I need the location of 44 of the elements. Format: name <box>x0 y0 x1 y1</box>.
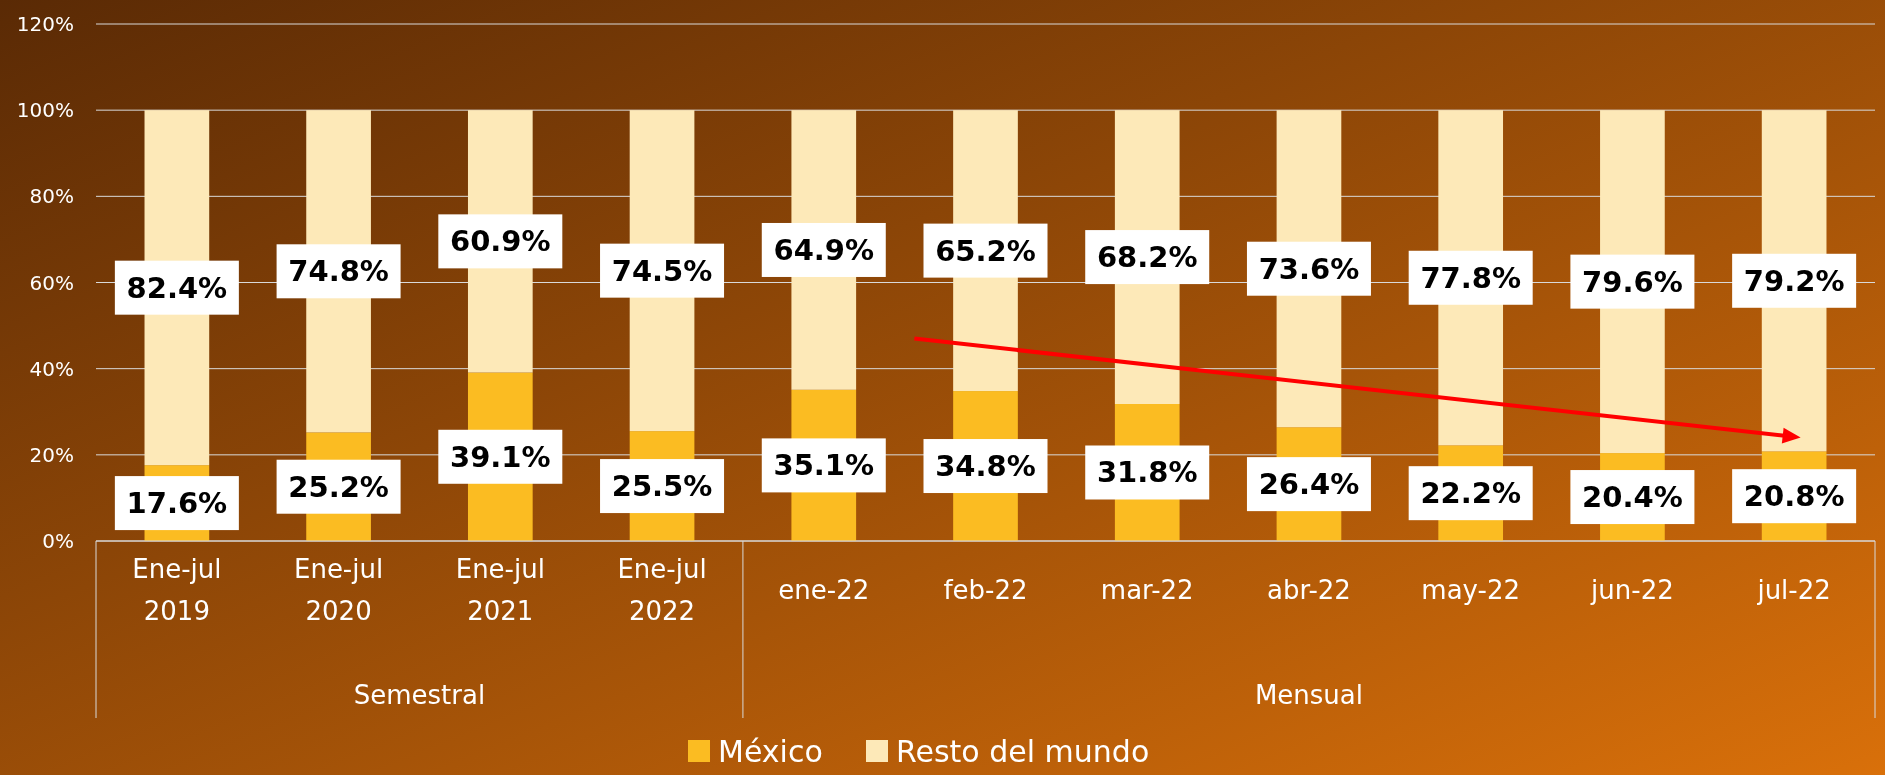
x-tick-label: abr-22 <box>1266 575 1351 605</box>
text: Semestral <box>353 680 486 710</box>
x-tick-label: Ene-jul 2020 <box>293 554 384 626</box>
data-label: 17.6% <box>126 486 228 521</box>
data-label: 25.2% <box>288 469 389 504</box>
y-tick-label: 20% <box>29 442 74 467</box>
y-tick-label: 120% <box>16 12 74 36</box>
legend-label: México <box>718 733 823 769</box>
legend-label: Resto del mundo <box>896 733 1150 769</box>
data-label: 31.8% <box>1096 455 1198 490</box>
data-label: 79.2% <box>1743 263 1845 298</box>
x-tick-label: Ene-jul 2019 <box>132 554 222 626</box>
data-label: 65.2% <box>935 233 1036 268</box>
y-tick-label: 100% <box>16 98 74 123</box>
data-label: 77.8% <box>1420 260 1521 295</box>
data-label: 68.2% <box>1096 240 1198 275</box>
data-label: 34.8% <box>935 449 1036 484</box>
data-label: 82.4% <box>126 270 228 305</box>
x-tick-label: jun-22 <box>1590 575 1674 605</box>
data-label: 64.9% <box>773 232 875 267</box>
x-tick-label: may-22 <box>1421 575 1521 605</box>
x-tick-label: jul-22 <box>1756 575 1831 605</box>
data-label: 26.4% <box>1258 467 1360 502</box>
text: Mensual <box>1254 680 1363 710</box>
y-tick-label: 80% <box>29 184 74 209</box>
data-label: 60.9% <box>450 224 551 259</box>
data-label: 74.8% <box>288 254 389 289</box>
data-label: 35.1% <box>773 448 875 483</box>
x-tick-label: mar-22 <box>1100 575 1194 605</box>
y-tick-label: 60% <box>29 270 74 295</box>
data-label: 73.6% <box>1258 251 1360 286</box>
data-label: 20.4% <box>1582 480 1683 515</box>
data-label: 79.6% <box>1582 264 1683 299</box>
data-label: 25.5% <box>611 469 713 504</box>
x-tick-label: ene-22 <box>778 575 870 605</box>
x-tick-label: Ene-jul 2021 <box>455 554 545 626</box>
y-tick-label: 0% <box>42 529 74 553</box>
x-tick-label: feb-22 <box>943 575 1028 605</box>
data-label: 20.8% <box>1743 479 1845 514</box>
data-label: 39.1% <box>450 439 551 474</box>
data-label: 74.5% <box>611 253 713 288</box>
x-tick-label: Ene-jul 2022 <box>617 554 707 626</box>
data-label: 22.2% <box>1420 476 1521 511</box>
y-tick-label: 40% <box>29 356 74 381</box>
